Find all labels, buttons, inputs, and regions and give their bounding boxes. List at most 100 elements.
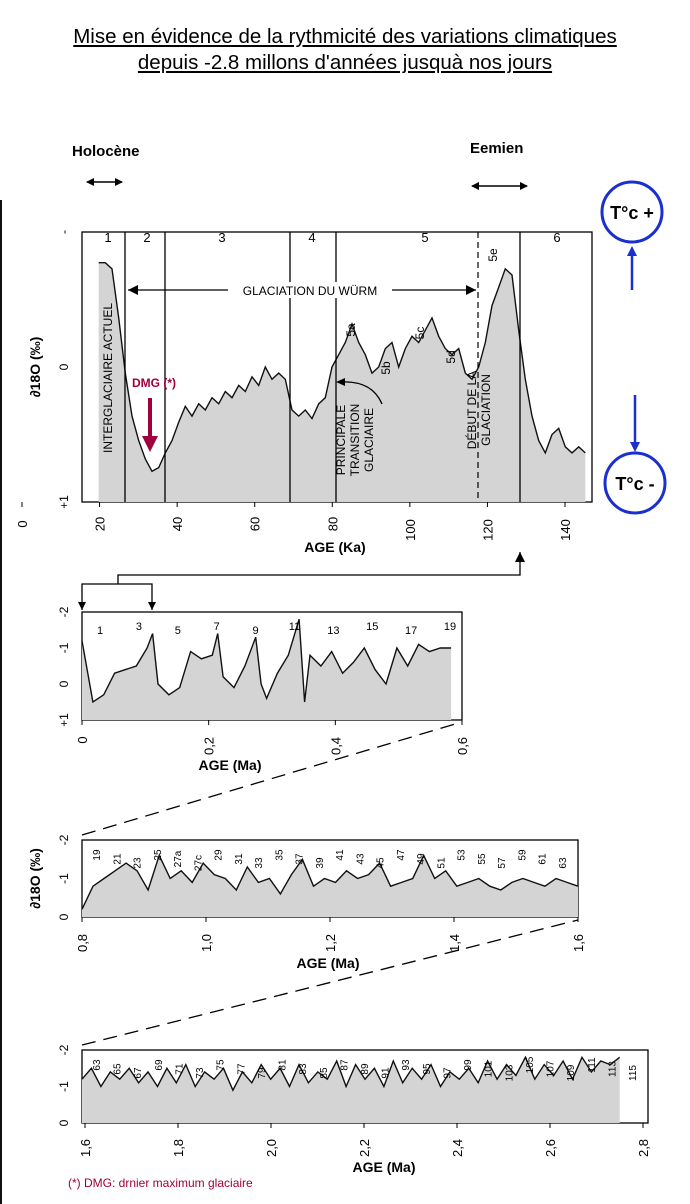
chart2-ytick-label: 0 [57, 680, 71, 687]
chart3-stage-label: 37 [295, 853, 306, 865]
temp-plus-label: T°c + [610, 203, 654, 223]
chart4-stage-label: 79 [257, 1067, 268, 1079]
chart3-stage-label: 61 [538, 853, 549, 865]
chart3-stage-label: 25 [153, 849, 164, 861]
chart4-stage-label: 93 [401, 1059, 412, 1071]
chart3-area [82, 855, 578, 917]
temp-plus-arrow-head [627, 246, 637, 256]
chart4-stage-label: 91 [381, 1067, 392, 1079]
chart4-xtick-label: 2,4 [450, 1139, 465, 1157]
chart2-stage-label: 11 [289, 621, 300, 633]
chart3-stage-label: 35 [274, 849, 285, 861]
page-left-border [0, 200, 2, 1204]
chart2-xtick-label: 0 [75, 736, 90, 743]
chart2-area [82, 619, 452, 720]
chart1-yaxis-label: ∂18O (‰) [27, 337, 43, 398]
chart2-stage-label: 15 [366, 621, 378, 633]
chart1-substage-label: 5e [486, 248, 500, 262]
chart1-xtick-label: 20 [93, 517, 108, 531]
chart3-ytick-label: -2 [57, 834, 71, 845]
debut-glaciation-label-line: DÉBUT DE LA [464, 371, 479, 449]
chart1-substage-label: 5b [379, 361, 393, 375]
chart2-xtick-label: 0,2 [202, 737, 217, 755]
chart3-ytick-label: -1 [57, 873, 71, 884]
chart3-stage-label: 49 [416, 853, 427, 865]
chart2-xtick-label: 0,4 [328, 737, 343, 755]
chart4-series-line [81, 1055, 621, 1092]
chart4-stage-label: 101 [484, 1060, 495, 1077]
chart4-stage-label: 63 [92, 1059, 103, 1071]
wurm-label: GLACIATION DU WÜRM [243, 284, 377, 298]
chart3-stage-label: 59 [517, 849, 528, 861]
chart2-stage-label: 17 [405, 625, 417, 637]
chart1-ytick-label: +1 [57, 495, 71, 509]
chart4-xaxis-label: AGE (Ma) [353, 1159, 416, 1175]
chart4-xtick-label: 2,0 [264, 1139, 279, 1157]
chart1-xtick-label: 0 [15, 520, 30, 527]
chart4-stage-label: 85 [319, 1067, 330, 1079]
panel-connector-1-head [515, 552, 525, 562]
chart3-stage-label: 53 [457, 849, 468, 861]
chart2-stage-label: 1 [97, 625, 103, 637]
chart1-xtick-label: 120 [480, 519, 495, 541]
chart3-stage-label: 33 [254, 857, 265, 869]
wurm-label-bg [228, 282, 392, 298]
chart2-stage-label: 3 [136, 621, 142, 633]
chart2-stage-label: 9 [252, 625, 258, 637]
chart2-ytick-label: +1 [57, 713, 71, 727]
chart1-stage-label: 3 [218, 230, 225, 245]
chart4-stage-label: 67 [133, 1067, 144, 1079]
chart3-xtick-label: 1,6 [571, 934, 586, 952]
chart3-stage-label: 63 [558, 857, 569, 869]
chart4-stage-label: 111 [587, 1057, 598, 1073]
chart2-xtick-label: 0,6 [455, 737, 470, 755]
chart4-stage-label: 65 [113, 1063, 124, 1075]
holocene-label: Holocène [72, 143, 140, 160]
chart1-stage-label: 5 [421, 230, 428, 245]
chart4-xtick-label: 2,2 [357, 1139, 372, 1157]
chart4-stage-label: 81 [278, 1059, 289, 1071]
chart3-xtick-label: 1,0 [199, 934, 214, 952]
temp-minus-label: T°c - [615, 474, 654, 494]
chart3-xtick-label: 1,4 [447, 934, 462, 952]
chart4-stage-label: 107 [546, 1060, 557, 1077]
chart4-stage-label: 99 [463, 1059, 474, 1071]
chart3-xaxis-label: AGE (Ma) [297, 955, 360, 971]
chart2-series-line [81, 618, 452, 704]
temp-minus-circle [603, 451, 667, 515]
chart3-stage-label: 55 [477, 853, 488, 865]
wurm-arrow-head-right [466, 285, 476, 295]
chart1-stage-label: 1 [104, 230, 111, 245]
chart1-stage-label: 6 [553, 230, 560, 245]
transition-label-line: TRANSITION [348, 404, 362, 477]
temp-plus-circle [600, 180, 664, 244]
chart2-stage-label: 13 [327, 625, 339, 637]
chart4-stage-label: 109 [566, 1064, 577, 1081]
chart3-stage-label: 43 [355, 853, 366, 865]
chart4-xtick-label: 1,6 [78, 1139, 93, 1157]
chart3-stage-label: 23 [133, 857, 144, 869]
chart1-xtick-label: 40 [170, 517, 185, 531]
panel-connector-1-left-head [78, 602, 86, 610]
chart4-xtick-label: 2,6 [543, 1139, 558, 1157]
panel-connector-1 [81, 552, 521, 610]
chart3-stage-label: 31 [234, 853, 245, 865]
chart3-stage-label: 41 [335, 849, 346, 861]
page-title-line1: Mise en évidence de la rythmicité des va… [73, 25, 617, 48]
page-title-line2: depuis -2.8 millons d'années jusquà nos … [137, 51, 553, 74]
debut-glaciation-label-line: GLACIATION [479, 374, 493, 446]
chart4-stage-label: 77 [236, 1063, 247, 1075]
chart4-stage-label: 89 [360, 1063, 371, 1075]
transition-label-line: PRINCIPALE [334, 405, 348, 475]
transition-label-line: GLACIAIRE [362, 408, 376, 472]
chart1-stage-label: 4 [308, 230, 315, 245]
chart1-xtick-label: 140 [558, 519, 573, 541]
chart4-stage-label: 103 [504, 1064, 515, 1081]
chart3-stage-label: 27a [173, 850, 184, 867]
chart1-substage-label: 5a [344, 323, 358, 337]
chart4-stage-label: 69 [154, 1059, 165, 1071]
chart3-stage-label: 39 [315, 857, 326, 869]
footnote: (*) DMG: drnier maximum glaciaire [68, 1176, 253, 1190]
panel-connector-1-right-head [148, 602, 156, 610]
chart1-xaxis-label: AGE (Ka) [304, 539, 365, 555]
